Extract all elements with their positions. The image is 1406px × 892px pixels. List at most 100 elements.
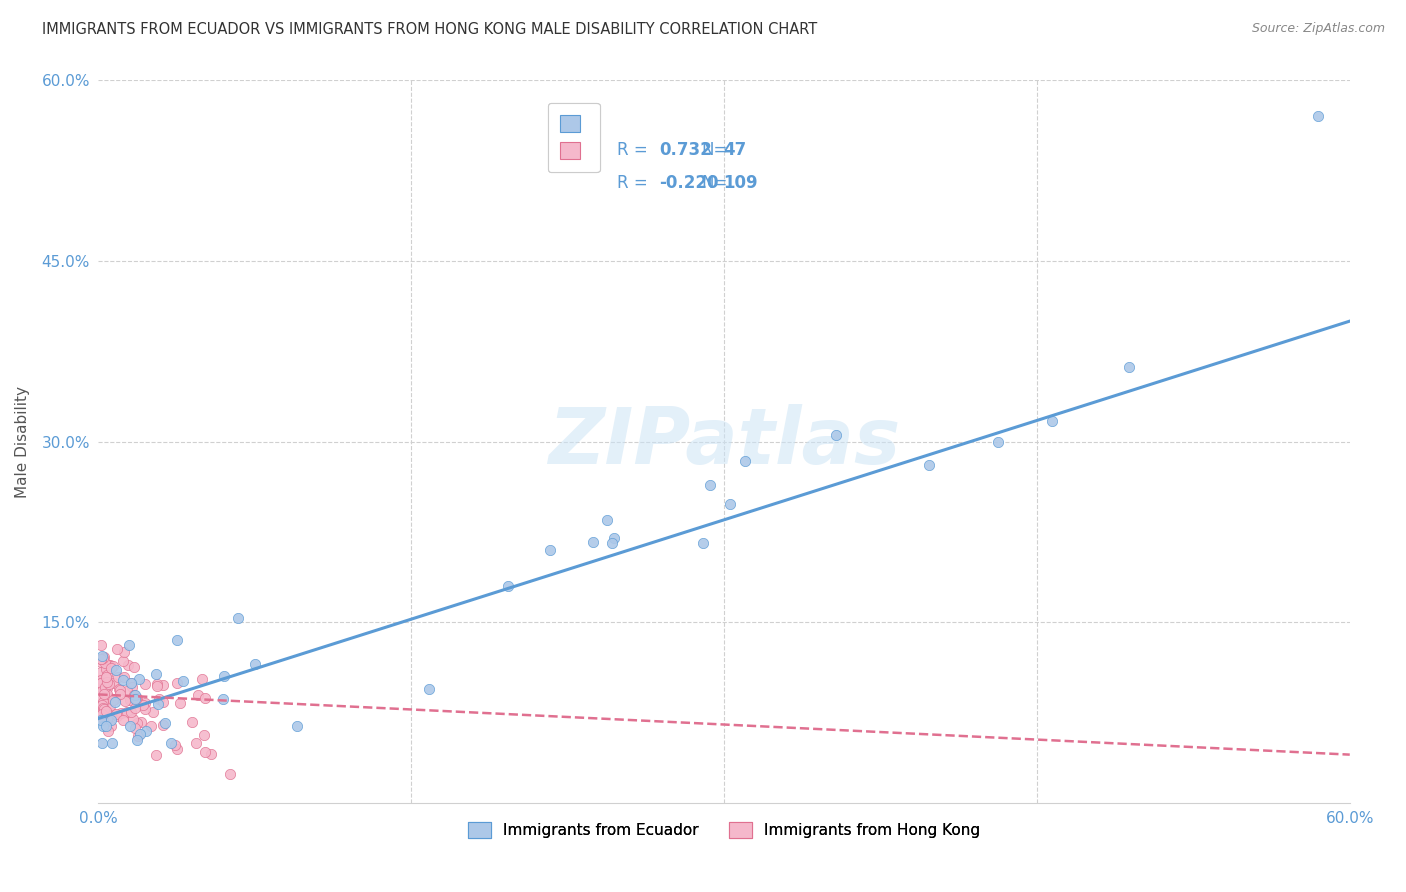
Point (89, 675, 111, 690)
Point (135, 724, 157, 739)
Point (90, 704, 112, 718)
Point (90, 652, 112, 666)
Point (194, 745, 217, 759)
Point (112, 673, 135, 688)
Point (128, 727, 150, 741)
Point (96, 687, 118, 701)
Point (148, 692, 170, 706)
Point (134, 702, 156, 716)
Point (91, 735, 114, 749)
Point (91, 719, 114, 733)
Point (94, 680, 117, 694)
Point (101, 735, 124, 749)
Point (89, 638, 111, 652)
Point (212, 668, 235, 682)
Point (194, 690, 217, 705)
Point (734, 454, 756, 468)
Text: N=: N= (702, 141, 728, 159)
Point (118, 718, 141, 732)
Point (122, 660, 145, 674)
Point (139, 719, 162, 733)
Text: N=: N= (702, 174, 728, 192)
Text: R =: R = (617, 174, 648, 192)
Point (118, 692, 141, 706)
Point (91, 711, 114, 725)
Point (166, 633, 188, 648)
Point (100, 661, 122, 675)
Point (97, 676, 120, 690)
Point (96, 657, 118, 672)
Point (89, 673, 111, 688)
Point (91, 695, 114, 709)
Text: 0.732: 0.732 (659, 141, 713, 159)
Point (98, 657, 121, 672)
Point (124, 688, 146, 702)
Point (91, 706, 114, 721)
Point (692, 535, 714, 549)
Point (108, 682, 131, 697)
Point (127, 730, 149, 744)
Point (134, 677, 156, 691)
Point (124, 692, 146, 706)
Point (89, 665, 111, 680)
Point (96, 670, 118, 684)
Point (418, 681, 440, 696)
Point (91, 650, 114, 665)
Point (824, 428, 846, 442)
Point (172, 674, 194, 689)
Legend: Immigrants from Ecuador, Immigrants from Hong Kong: Immigrants from Ecuador, Immigrants from… (460, 814, 988, 846)
Text: 109: 109 (723, 174, 758, 192)
Point (105, 642, 128, 657)
Point (89, 673, 111, 687)
Point (90, 699, 112, 714)
Point (166, 742, 188, 756)
Point (97, 724, 120, 739)
Point (180, 714, 202, 729)
Point (600, 536, 623, 550)
Point (110, 706, 132, 721)
Point (91, 648, 114, 663)
Point (103, 658, 125, 673)
Point (112, 654, 135, 668)
Point (200, 747, 222, 761)
Point (120, 675, 142, 690)
Point (243, 657, 266, 672)
Point (100, 714, 122, 728)
Point (94, 704, 117, 718)
Point (128, 672, 150, 686)
Point (97, 705, 120, 719)
Text: IMMIGRANTS FROM ECUADOR VS IMMIGRANTS FROM HONG KONG MALE DISABILITY CORRELATION: IMMIGRANTS FROM ECUADOR VS IMMIGRANTS FR… (42, 22, 817, 37)
Point (108, 681, 131, 696)
Point (90, 675, 112, 690)
Point (91, 698, 114, 712)
Point (155, 715, 177, 730)
Point (187, 688, 209, 702)
Point (121, 680, 143, 694)
Point (582, 534, 605, 549)
Point (122, 688, 145, 702)
Point (131, 715, 153, 730)
Point (108, 687, 131, 701)
Point (115, 705, 138, 719)
Point (97, 708, 120, 723)
Point (152, 718, 174, 732)
Point (287, 719, 309, 733)
Point (159, 735, 181, 749)
Point (124, 691, 146, 706)
Text: ZIPatlas: ZIPatlas (548, 403, 900, 480)
Point (94, 677, 117, 691)
Point (104, 695, 127, 709)
Point (127, 715, 149, 730)
Point (90, 652, 112, 666)
Point (163, 738, 186, 752)
Point (105, 708, 128, 723)
Point (100, 718, 122, 732)
Point (918, 458, 941, 472)
Point (190, 672, 212, 686)
Text: 47: 47 (723, 141, 747, 159)
Point (120, 676, 142, 690)
Point (152, 695, 174, 709)
Point (93, 687, 115, 701)
Point (117, 639, 139, 653)
Point (212, 691, 235, 706)
